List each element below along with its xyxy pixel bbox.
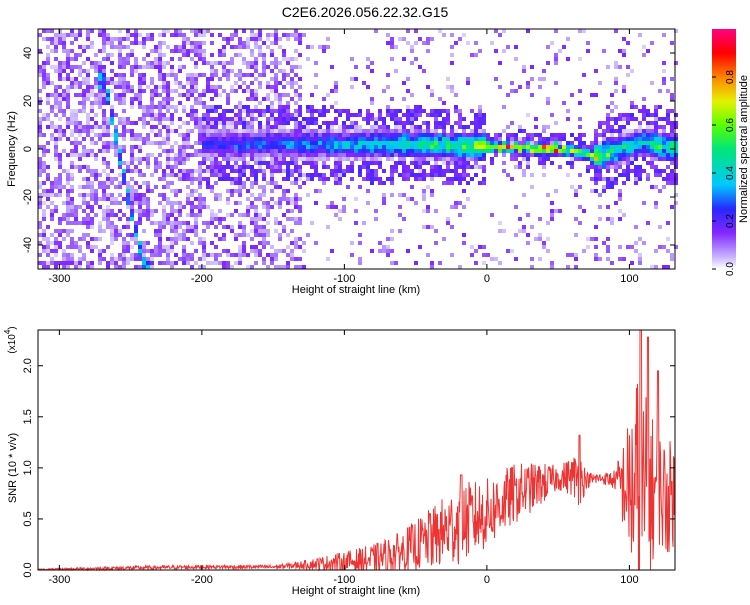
y-tick-label: 0.0 [22, 562, 34, 577]
x-tick-label: 100 [620, 574, 638, 586]
colorbar: 0.0 0.2 0.4 0.6 0.8 Normalized spectral ampl… [712, 29, 750, 276]
y-tick-label: 0.5 [22, 511, 34, 526]
bottom-x-axis-label: Height of straight line (km) [292, 585, 420, 597]
colorbar-tick-label: 0.0 [725, 262, 736, 276]
colorbar-tick-label: 0.4 [725, 166, 736, 180]
y-scale-exponent: 4 [3, 329, 12, 334]
y-scale-prefix: (x10 [7, 334, 18, 354]
y-tick-label: 1.0 [22, 460, 34, 475]
x-tick-label: -300 [48, 273, 70, 285]
y-tick-label: 1.5 [22, 409, 34, 424]
y-tick-label: 20 [22, 95, 34, 107]
top-x-axis-label: Height of straight line (km) [292, 284, 420, 296]
y-tick-label: -20 [22, 189, 34, 205]
y-scale-multiplier: (x104) [3, 326, 18, 353]
bottom-x-ticks: -300 -200 -100 0 100 [48, 330, 639, 586]
colorbar-tick-label: 0.8 [725, 70, 736, 84]
x-tick-label: -200 [191, 574, 213, 586]
y-scale-suffix: ) [7, 326, 18, 329]
y-tick-label: -40 [22, 237, 34, 253]
snr-frame [37, 329, 676, 571]
x-tick-label: -100 [333, 574, 355, 586]
top-y-ticks: -40 -20 0 20 40 [22, 47, 675, 253]
x-tick-label: 0 [484, 574, 490, 586]
top-x-ticks: -300 -200 -100 0 100 [48, 29, 639, 285]
colorbar-tick-label: 0.2 [725, 214, 736, 228]
snr-line [37, 329, 676, 572]
x-tick-label: 0 [484, 273, 490, 285]
snr-series-line [37, 329, 676, 572]
svg-text:(x104): (x104) [3, 326, 18, 353]
bottom-y-axis-label: SNR (10 * v/v) [7, 433, 19, 503]
colorbar-label: Normalized spectral amplitude [738, 75, 750, 223]
y-tick-label: 40 [22, 47, 34, 59]
colorbar-ticks: 0.0 0.2 0.4 0.6 0.8 [712, 70, 736, 276]
colorbar-bar [712, 29, 736, 269]
bottom-y-ticks: 0.0 0.5 1.0 1.5 2.0 [22, 358, 675, 578]
y-tick-label: 2.0 [22, 358, 34, 373]
figure-title: C2E6.2026.056.22.32.G15 [282, 4, 449, 20]
y-tick-label: 0 [22, 146, 34, 152]
x-tick-label: -100 [333, 273, 355, 285]
colorbar-tick-label: 0.6 [725, 118, 736, 132]
snr-panel: -300 -200 -100 0 100 0.0 0.5 1.0 1.5 2.0 Height … [3, 326, 676, 597]
x-tick-label: -200 [191, 273, 213, 285]
x-tick-label: -300 [48, 574, 70, 586]
spectrogram-heatmap [38, 29, 678, 269]
x-tick-label: 100 [620, 273, 638, 285]
top-y-axis-label: Frequency (Hz) [6, 111, 18, 187]
